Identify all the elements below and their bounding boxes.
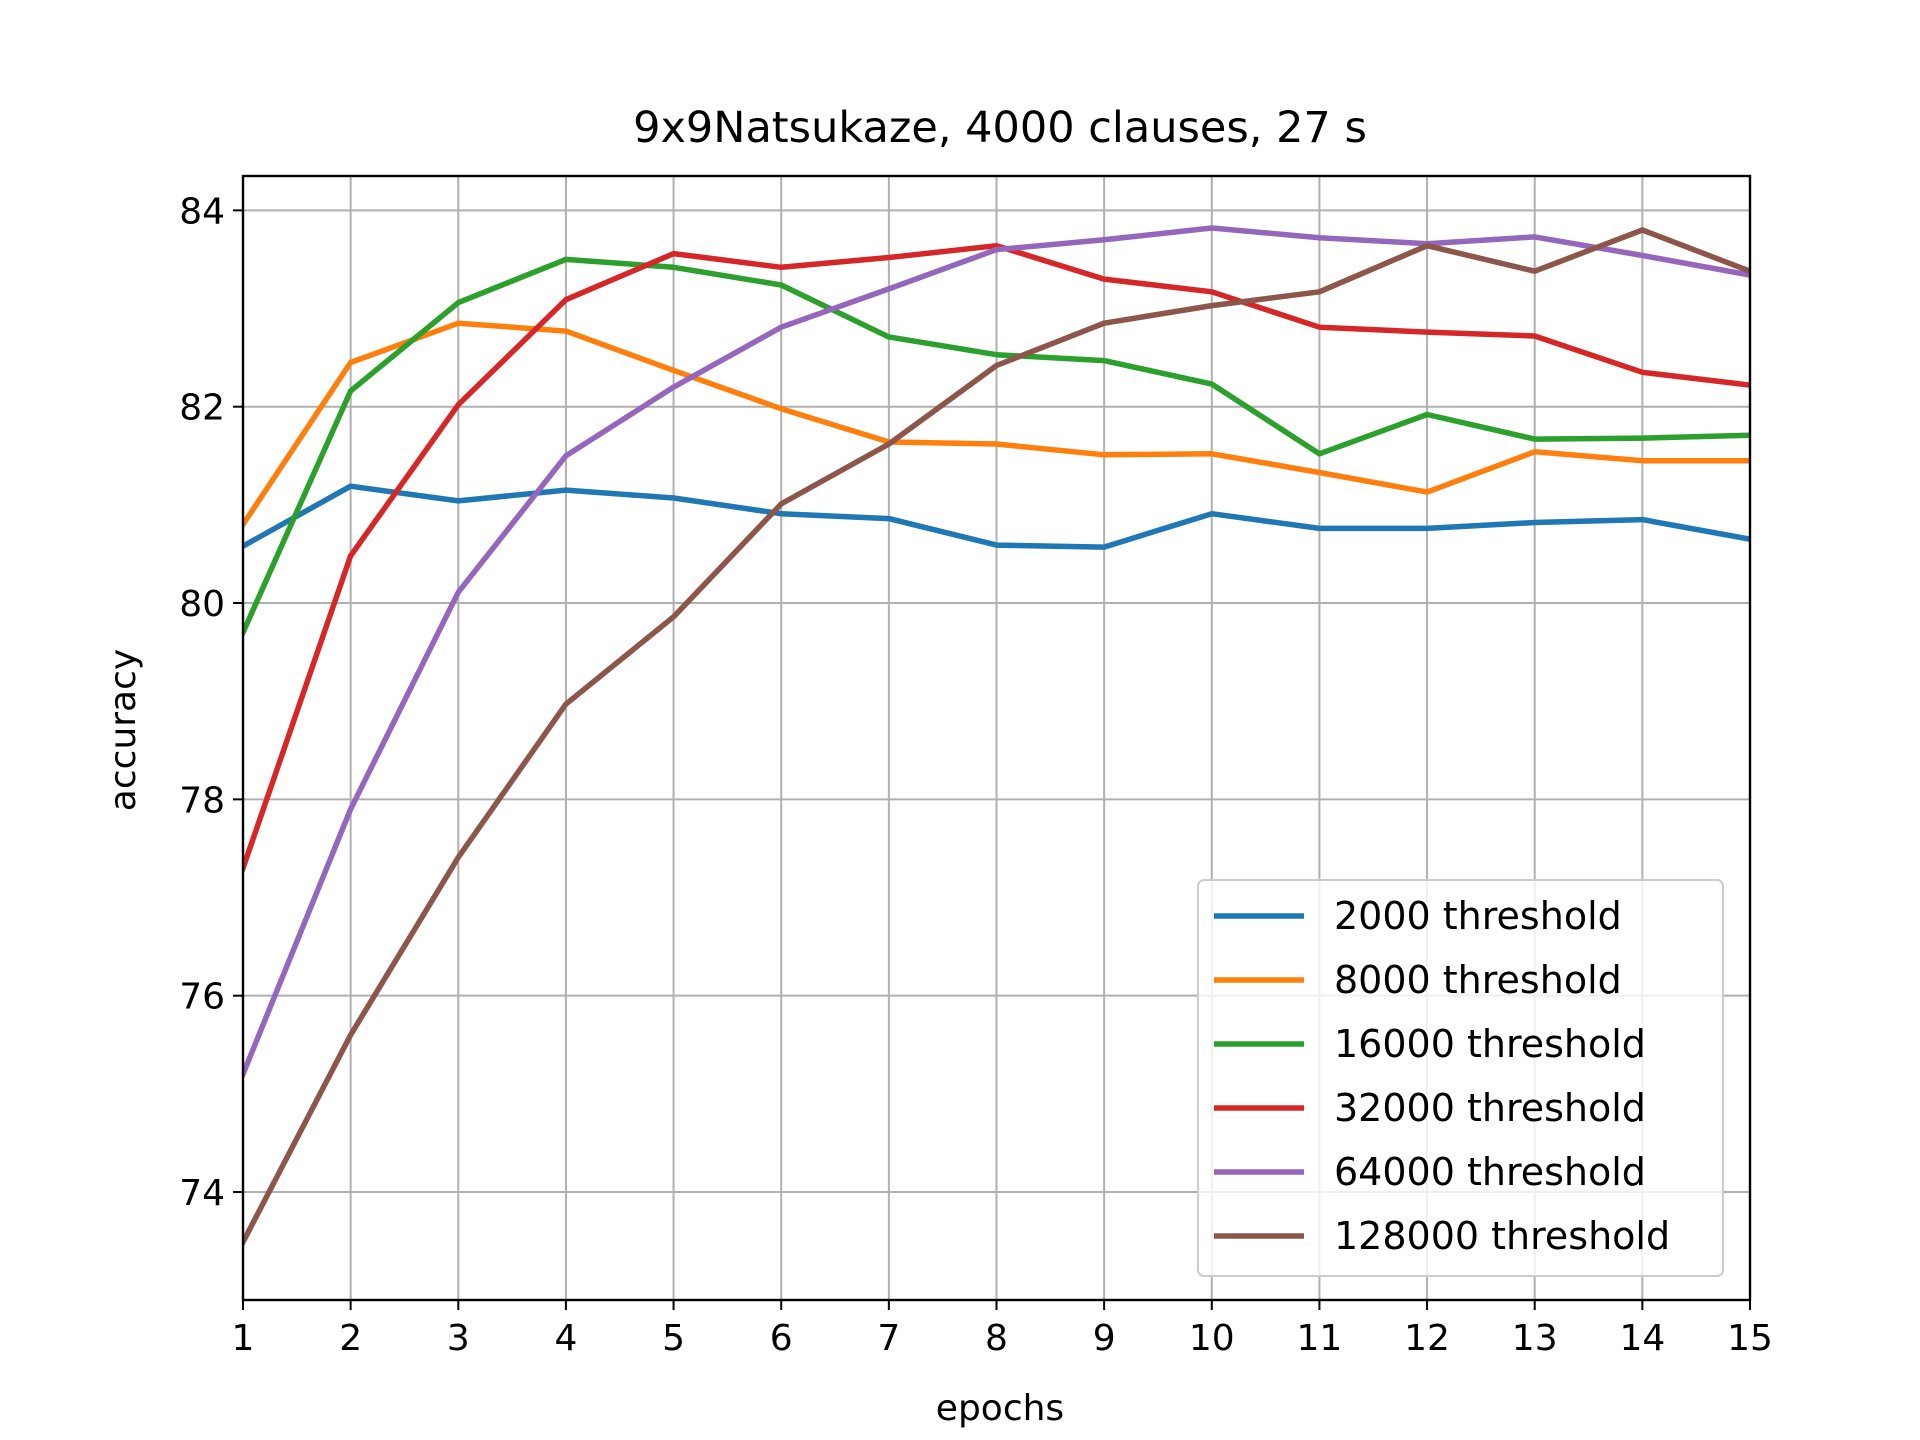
- series-line-5: [243, 225, 1750, 1078]
- legend-label: 8000 threshold: [1334, 958, 1622, 1002]
- y-tick-label: 82: [179, 388, 225, 429]
- legend-label: 2000 threshold: [1334, 894, 1622, 938]
- y-tick-label: 74: [179, 1173, 225, 1214]
- series-line-2: [243, 320, 1750, 529]
- series-line-4: [243, 242, 1750, 872]
- x-tick-label: 5: [662, 1318, 685, 1359]
- y-tick-label: 80: [179, 584, 225, 625]
- y-tick-label: 78: [179, 780, 225, 821]
- y-axis-label: accuracy: [103, 649, 144, 811]
- x-tick-label: 12: [1404, 1318, 1450, 1359]
- legend-label: 64000 threshold: [1334, 1150, 1646, 1194]
- y-tick-label: 76: [179, 977, 225, 1018]
- x-tick-label: 4: [554, 1318, 577, 1359]
- x-tick-label: 13: [1512, 1318, 1558, 1359]
- x-axis-label: epochs: [936, 1388, 1064, 1429]
- x-tick-label: 6: [770, 1318, 793, 1359]
- series-line-6: [243, 227, 1750, 1246]
- x-tick-label: 14: [1619, 1318, 1665, 1359]
- x-tick-label: 3: [447, 1318, 470, 1359]
- legend-label: 128000 threshold: [1334, 1214, 1670, 1258]
- y-tick-label: 84: [179, 191, 225, 232]
- x-tick-label: 1: [232, 1318, 255, 1359]
- legend-label: 16000 threshold: [1334, 1022, 1646, 1066]
- x-tick-label: 2: [339, 1318, 362, 1359]
- x-tick-label: 9: [1093, 1318, 1116, 1359]
- series-line-3: [243, 256, 1750, 637]
- legend-box: [1197, 879, 1724, 1277]
- series-line-1: [243, 483, 1750, 550]
- x-tick-label: 11: [1297, 1318, 1343, 1359]
- x-tick-label: 8: [985, 1318, 1008, 1359]
- x-tick-label: 10: [1189, 1318, 1235, 1359]
- legend-label: 32000 threshold: [1334, 1086, 1646, 1130]
- chart-title: 9x9Natsukaze, 4000 clauses, 27 s: [633, 103, 1367, 153]
- x-tick-label: 7: [877, 1318, 900, 1359]
- x-tick-label: 15: [1727, 1318, 1773, 1359]
- series-lines: [243, 225, 1750, 1246]
- legend: 2000 threshold 8000 threshold 16000 thresh…: [1197, 879, 1724, 1277]
